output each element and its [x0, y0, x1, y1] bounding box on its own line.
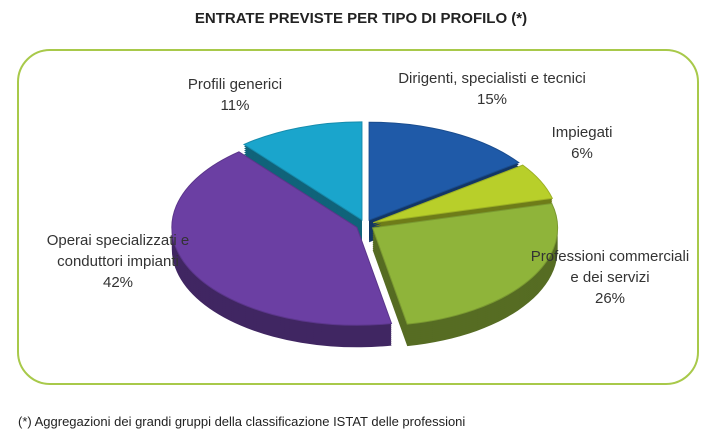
- slice: [242, 121, 363, 221]
- slice: [171, 151, 393, 326]
- slice-label: Profili generici 11%: [150, 74, 320, 116]
- value-label: 26%: [594, 290, 626, 307]
- slice-label: Dirigenti, specialisti e tecnici 15%: [392, 68, 592, 110]
- frame: [17, 49, 699, 385]
- value-label: 11%: [220, 97, 250, 114]
- slice-label: Operai specializzati e conduttori impian…: [43, 230, 193, 293]
- slice: [368, 121, 520, 221]
- slice: [371, 202, 559, 325]
- category-label: Profili generici: [187, 76, 283, 93]
- category-label: Professioni commerciali e dei servizi: [530, 248, 690, 286]
- category-label: Dirigenti, specialisti e tecnici: [398, 70, 586, 87]
- category-label: Operai specializzati e conduttori impian…: [46, 232, 190, 270]
- slice-label: Impiegati 6%: [532, 122, 632, 164]
- chart-title: ENTRATE PREVISTE PER TIPO DI PROFILO (*): [194, 10, 528, 27]
- value-label: 6%: [571, 145, 593, 162]
- slice-label: Professioni commerciali e dei servizi 26%: [525, 246, 695, 309]
- value-label: 15%: [476, 91, 508, 108]
- category-label: Impiegati: [551, 124, 613, 141]
- footnote: (*) Aggregazioni dei grandi gruppi della…: [18, 414, 466, 429]
- slice: [372, 164, 554, 224]
- value-label: 42%: [102, 274, 134, 291]
